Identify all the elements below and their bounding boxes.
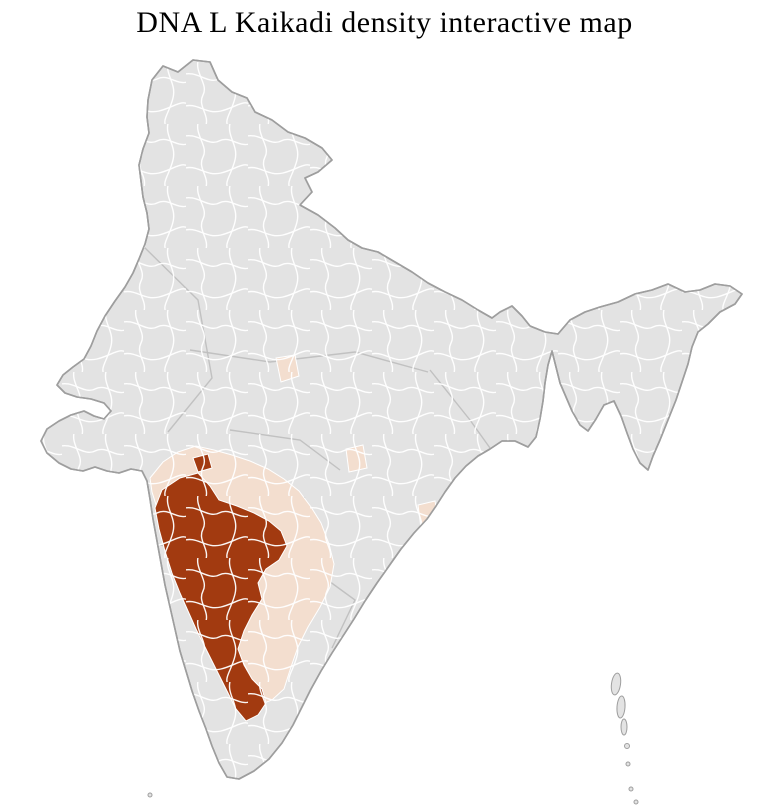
- island[interactable]: [624, 743, 630, 749]
- district-mesh: [41, 60, 742, 779]
- island[interactable]: [147, 792, 153, 798]
- island[interactable]: [625, 761, 631, 767]
- island[interactable]: [610, 672, 622, 696]
- neutral-dark-patch-east[interactable]: [494, 446, 521, 478]
- island[interactable]: [616, 695, 626, 719]
- india-outline: [40, 59, 743, 780]
- island[interactable]: [620, 718, 628, 736]
- island[interactable]: [633, 799, 639, 805]
- island-chain[interactable]: [147, 672, 639, 805]
- island[interactable]: [628, 786, 634, 792]
- neutral-dark-patch-west[interactable]: [28, 399, 48, 419]
- page-title: DNA L Kaikadi density interactive map: [136, 6, 633, 39]
